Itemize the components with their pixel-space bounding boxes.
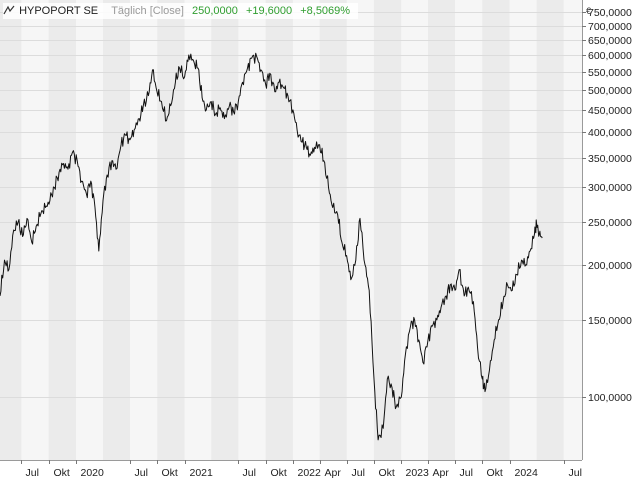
x-tick-label-13: Apr: [433, 467, 450, 479]
x-tick-label-4: Okt: [162, 467, 178, 479]
change-percent: +8,5069%: [300, 5, 351, 17]
period-band-5: [265, 0, 293, 460]
y-tick-label-1: 700,0000: [588, 21, 632, 33]
y-tick-label-0: 750,0000: [588, 7, 632, 19]
x-tick-label-5: 2021: [190, 467, 214, 479]
y-tick-label-6: 450,0000: [588, 105, 632, 117]
last-value: 250,0000: [192, 5, 238, 17]
x-tick-label-16: 2024: [515, 467, 539, 479]
y-axis-unit-label: €: [586, 6, 591, 16]
x-tick-label-17: Jul: [569, 467, 582, 479]
instrument-name: HYPOPORT SE: [3, 5, 106, 17]
x-tick-label-15: Okt: [487, 467, 503, 479]
y-tick-label-5: 500,0000: [588, 85, 632, 97]
y-axis-labels: 750,0000 700,0000 650,0000 600,0000 550,0000…: [582, 7, 632, 404]
y-tick-label-12: 150,0000: [588, 315, 632, 327]
instrument-title: HYPOPORT SE: [19, 5, 99, 17]
x-axis-labels: Jul Okt 2020 Jul Okt 2021 Jul Okt 2022 Apr Jul Okt 2…: [21, 460, 582, 479]
x-tick-label-7: Okt: [271, 467, 287, 479]
price-line: [0, 52, 543, 441]
y-tick-label-7: 400,0000: [588, 127, 632, 139]
series-line-0: [0, 52, 543, 441]
y-tick-label-2: 650,0000: [588, 35, 632, 47]
y-tick-label-11: 200,0000: [588, 260, 632, 272]
period-band-4: [211, 0, 239, 460]
period-band-3: [157, 0, 185, 460]
grid-lines: [0, 12, 582, 398]
axes: [0, 0, 583, 461]
period-band-9: [482, 0, 510, 460]
line-chart-icon: [3, 5, 18, 17]
y-tick-label-9: 300,0000: [588, 182, 632, 194]
x-tick-label-14: Jul: [460, 467, 473, 479]
x-tick-label-8: 2022: [298, 467, 322, 479]
x-tick-label-9: Apr: [325, 467, 342, 479]
period-band-6: [319, 0, 347, 460]
x-tick-label-12: 2023: [406, 467, 430, 479]
y-tick-label-4: 550,0000: [588, 67, 632, 79]
x-tick-label-11: Okt: [379, 467, 395, 479]
change-absolute: +19,6000: [245, 5, 293, 17]
period-band-10: [536, 0, 564, 460]
x-tick-label-2: 2020: [81, 467, 105, 479]
period-band-0: [0, 0, 22, 460]
period-band-7: [373, 0, 402, 460]
y-tick-label-10: 250,0000: [588, 217, 632, 229]
x-tick-label-1: Okt: [54, 467, 70, 479]
period-band-8: [427, 0, 455, 460]
period-bands: [0, 0, 564, 460]
y-tick-label-8: 350,0000: [588, 153, 632, 165]
period-band-1: [48, 0, 76, 460]
interval-label: Täglich [Close]: [111, 5, 184, 17]
y-tick-label-13: 100,0000: [588, 392, 632, 404]
x-tick-label-10: Jul: [352, 467, 365, 479]
y-tick-label-3: 600,0000: [588, 50, 632, 62]
x-tick-label-0: Jul: [26, 467, 39, 479]
chart-header: HYPOPORT SE Täglich [Close] 250,0000 +19…: [3, 3, 359, 19]
x-tick-label-3: Jul: [135, 467, 148, 479]
period-band-2: [102, 0, 130, 460]
x-tick-label-6: Jul: [243, 467, 256, 479]
